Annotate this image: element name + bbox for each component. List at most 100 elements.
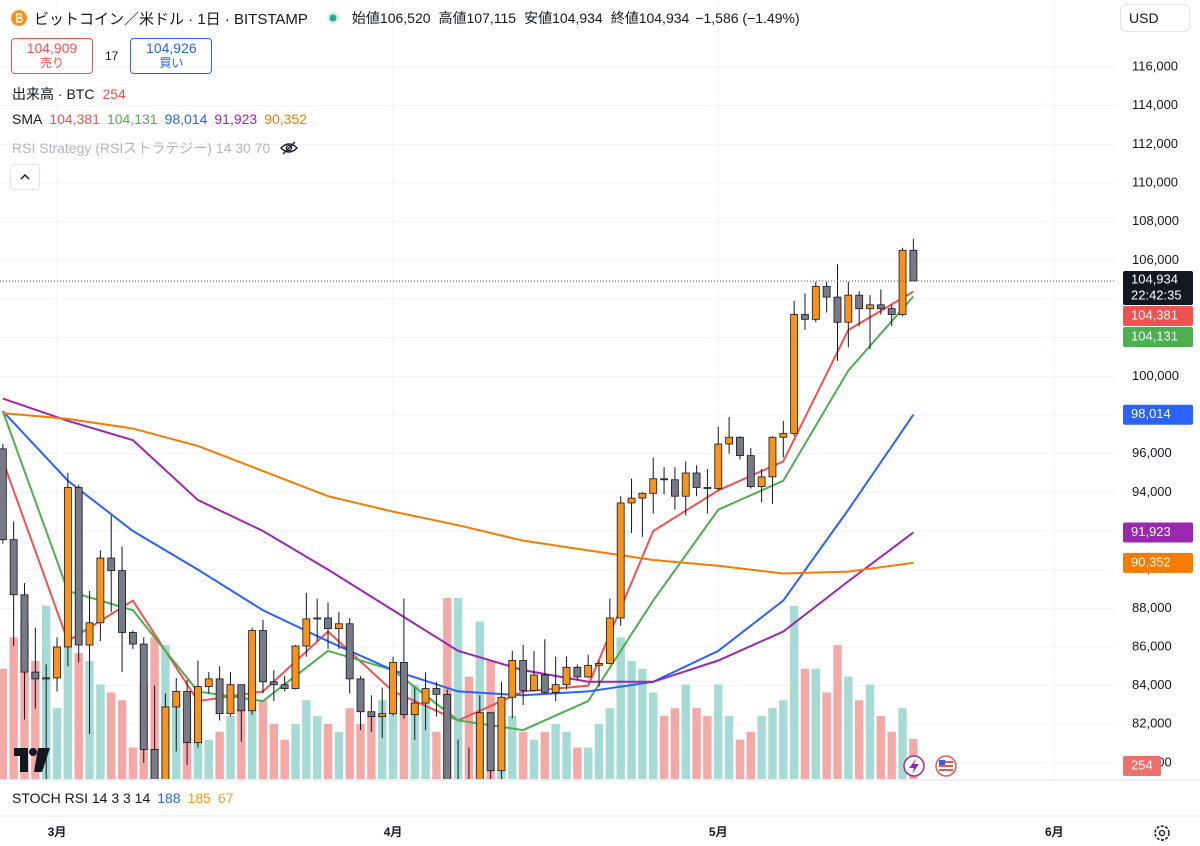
volume-value: 254 [102, 86, 126, 102]
volume [0, 597, 918, 779]
rsi-strategy-label[interactable]: RSI Strategy (RSIストラテジー) 14 30 70 [12, 140, 271, 156]
volume-bar [63, 637, 73, 779]
candle-body [475, 712, 484, 779]
hidden-icon[interactable] [280, 141, 299, 155]
y-tick-label: 96,000 [1132, 445, 1172, 460]
buy-label[interactable]: 買い [159, 56, 184, 70]
y-tick-label: 116,000 [1132, 59, 1178, 74]
candle-body [389, 662, 397, 715]
spread: 17 [105, 49, 119, 63]
sma-badge [1123, 326, 1193, 347]
volume-bar [399, 692, 409, 779]
stoch-label[interactable]: STOCH RSI 14 3 3 14 [12, 790, 151, 806]
volume-bar [898, 708, 907, 779]
volume-bar [811, 668, 821, 779]
candle-body [855, 294, 864, 310]
volume-bar [128, 747, 138, 779]
volume-bar [746, 731, 755, 779]
volume-legend: 出来高 · BTC 254 [12, 84, 126, 104]
volume-bar [876, 716, 886, 779]
candle-body [573, 666, 582, 678]
economic-events-icon[interactable] [935, 755, 957, 777]
volume-bar [269, 723, 279, 779]
candle-body [204, 678, 213, 688]
chevron-up[interactable] [19, 173, 31, 181]
candle-body [833, 296, 842, 323]
sma-value: 104,381 [49, 111, 100, 127]
candle-body [74, 487, 83, 646]
volume-bar [204, 739, 213, 779]
ohlc-label: 終値 [610, 10, 639, 26]
candle-body [53, 646, 61, 679]
currency[interactable]: USD [1129, 10, 1159, 26]
market-status[interactable] [326, 11, 340, 25]
candle-body [508, 660, 517, 698]
candle-body [757, 476, 766, 487]
volume-bar [822, 692, 831, 779]
candle-body [118, 570, 126, 633]
volume-bar [616, 637, 625, 779]
collapse-button[interactable] [10, 164, 40, 190]
sell-price[interactable]: 104,909 [26, 40, 78, 56]
price-badge [1123, 270, 1193, 305]
sma-line [2, 397, 914, 683]
stoch-value: 185 [187, 790, 211, 806]
candle-body [746, 455, 755, 487]
volume-bar [800, 668, 810, 779]
candle-body [302, 618, 311, 647]
volume-bar [367, 716, 376, 779]
volume-bar [453, 597, 463, 779]
candle-body [584, 664, 593, 678]
volume-bar [421, 700, 430, 779]
sma-badge-value: 91,923 [1131, 524, 1171, 539]
candle-body [367, 711, 376, 717]
volume-bar [388, 708, 398, 779]
candle-body [20, 594, 29, 673]
stoch-value: 188 [157, 790, 181, 806]
volume-bar [865, 684, 875, 779]
volume-bar [638, 668, 647, 779]
settings-icon[interactable] [1154, 825, 1170, 841]
buy-button[interactable]: 104,926 買い [130, 38, 213, 74]
buy-price[interactable]: 104,926 [146, 40, 197, 56]
volume-bar [735, 739, 745, 779]
volume-label[interactable]: 出来高 · BTC [12, 86, 95, 102]
volume-bar [312, 716, 322, 779]
currency-select[interactable]: USD [1120, 4, 1190, 32]
volume-bar [432, 731, 441, 779]
candle-body [237, 684, 246, 712]
candle-body [595, 663, 603, 666]
candle-body [0, 448, 7, 541]
candle-body [616, 502, 625, 619]
volume-bar [31, 660, 40, 779]
volume-bar [551, 723, 560, 779]
grid [0, 0, 1115, 779]
volume-bar [724, 716, 734, 779]
candle-body [410, 702, 419, 716]
volume-bar [107, 692, 116, 779]
volume-bar [280, 739, 289, 779]
x-tick-label: 4月 [384, 825, 403, 839]
candle-body [280, 684, 289, 689]
symbol-title[interactable]: ビットコイン／米ドル · 1日 · BITSTAMP [34, 10, 308, 28]
sell-button[interactable]: 104,909 売り [11, 38, 93, 74]
stoch-value: 67 [217, 790, 234, 806]
volume-bar [117, 700, 127, 779]
volume-bar [508, 716, 517, 779]
candle-body [768, 436, 777, 478]
y-tick-label: 84,000 [1132, 677, 1172, 692]
events-icon[interactable] [903, 755, 925, 777]
sma-line [2, 410, 915, 697]
candle-body [660, 478, 668, 481]
candle-body [161, 706, 170, 779]
sma-label[interactable]: SMA [12, 111, 43, 127]
sell-label[interactable]: 売り [39, 56, 64, 70]
y-tick-label: 82,000 [1132, 716, 1172, 731]
volume-bar [345, 708, 354, 779]
candle-body [692, 472, 701, 488]
candle-body [866, 304, 874, 310]
candle-body [356, 678, 365, 713]
volume-bar [0, 668, 8, 779]
